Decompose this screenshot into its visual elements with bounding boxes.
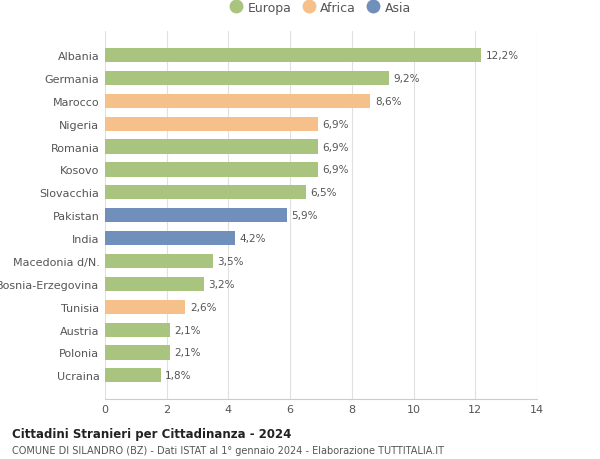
Bar <box>105 231 235 246</box>
Bar <box>105 369 161 383</box>
Bar <box>105 209 287 223</box>
Text: 6,9%: 6,9% <box>323 142 349 152</box>
Text: 9,2%: 9,2% <box>394 74 420 84</box>
Text: Cittadini Stranieri per Cittadinanza - 2024: Cittadini Stranieri per Cittadinanza - 2… <box>12 427 292 440</box>
Bar <box>105 95 370 109</box>
Bar <box>105 277 204 291</box>
Bar <box>105 72 389 86</box>
Bar <box>105 118 318 131</box>
Bar <box>105 186 305 200</box>
Text: 6,9%: 6,9% <box>323 119 349 129</box>
Bar <box>105 300 185 314</box>
Text: 1,8%: 1,8% <box>165 370 191 381</box>
Text: 4,2%: 4,2% <box>239 234 266 244</box>
Legend: Europa, Africa, Asia: Europa, Africa, Asia <box>227 0 415 18</box>
Text: 6,9%: 6,9% <box>323 165 349 175</box>
Bar <box>105 254 213 269</box>
Bar <box>105 163 318 177</box>
Bar <box>105 323 170 337</box>
Text: 2,1%: 2,1% <box>175 348 201 358</box>
Text: 6,5%: 6,5% <box>310 188 337 198</box>
Text: COMUNE DI SILANDRO (BZ) - Dati ISTAT al 1° gennaio 2024 - Elaborazione TUTTITALI: COMUNE DI SILANDRO (BZ) - Dati ISTAT al … <box>12 445 444 455</box>
Text: 3,5%: 3,5% <box>218 257 244 266</box>
Text: 5,9%: 5,9% <box>292 211 318 221</box>
Text: 2,6%: 2,6% <box>190 302 217 312</box>
Text: 3,2%: 3,2% <box>208 279 235 289</box>
Text: 8,6%: 8,6% <box>375 96 401 106</box>
Text: 12,2%: 12,2% <box>486 51 519 61</box>
Bar <box>105 49 481 63</box>
Bar <box>105 346 170 360</box>
Text: 2,1%: 2,1% <box>175 325 201 335</box>
Bar <box>105 140 318 154</box>
